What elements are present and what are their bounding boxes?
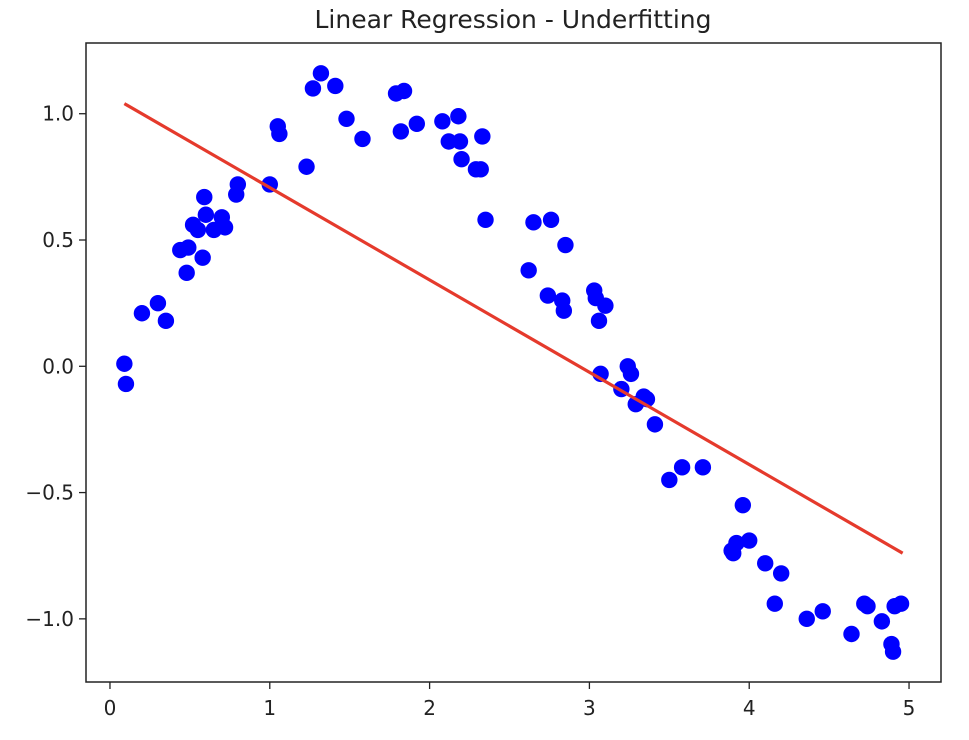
data-point bbox=[392, 123, 410, 140]
chart-title: Linear Regression - Underfitting bbox=[315, 5, 712, 34]
data-point bbox=[542, 211, 560, 228]
data-point bbox=[892, 595, 910, 612]
data-point bbox=[451, 133, 469, 150]
data-point bbox=[395, 82, 413, 100]
data-point bbox=[884, 643, 902, 660]
fit-line-group bbox=[123, 102, 904, 555]
y-tick-label: 0.5 bbox=[42, 228, 74, 252]
data-point bbox=[180, 239, 197, 256]
x-tick-label: 5 bbox=[903, 696, 916, 720]
data-point bbox=[477, 211, 494, 228]
data-point bbox=[661, 471, 678, 489]
data-point bbox=[520, 262, 537, 279]
data-point bbox=[814, 603, 831, 620]
data-point bbox=[859, 598, 876, 615]
data-point bbox=[525, 214, 542, 231]
data-point bbox=[116, 355, 133, 372]
data-point bbox=[327, 77, 344, 95]
data-point bbox=[646, 416, 664, 433]
data-point bbox=[772, 565, 790, 582]
data-point bbox=[728, 534, 745, 552]
data-point bbox=[434, 113, 451, 130]
data-point bbox=[149, 294, 167, 312]
data-point bbox=[229, 176, 247, 193]
x-tick-label: 0 bbox=[104, 696, 117, 720]
x-axis: 0 1 2 3 4 5 bbox=[104, 682, 916, 720]
data-point bbox=[798, 610, 815, 628]
data-point bbox=[472, 161, 489, 178]
data-points bbox=[116, 65, 910, 660]
data-point bbox=[557, 236, 574, 254]
data-point bbox=[271, 125, 288, 143]
data-point bbox=[408, 115, 426, 133]
data-point bbox=[189, 221, 207, 239]
data-point bbox=[354, 130, 371, 148]
data-point bbox=[734, 497, 752, 514]
data-point bbox=[197, 206, 215, 223]
data-point bbox=[178, 264, 195, 282]
data-point bbox=[338, 110, 355, 127]
data-point bbox=[555, 302, 573, 319]
data-point bbox=[453, 150, 470, 168]
data-point bbox=[304, 80, 322, 97]
data-point bbox=[590, 312, 608, 330]
data-point bbox=[757, 555, 774, 572]
y-tick-label: −1.0 bbox=[25, 607, 74, 631]
data-point bbox=[741, 532, 758, 549]
data-point bbox=[873, 613, 891, 630]
data-point bbox=[312, 65, 330, 82]
data-point bbox=[843, 625, 860, 643]
data-point bbox=[694, 459, 712, 476]
x-tick-label: 4 bbox=[743, 696, 756, 720]
y-axis: 1.0 0.5 0.0 −0.5 −1.0 bbox=[25, 102, 86, 631]
data-point bbox=[117, 375, 135, 393]
x-tick-label: 1 bbox=[263, 696, 276, 720]
data-point bbox=[622, 365, 640, 383]
data-point bbox=[539, 287, 557, 304]
regression-line bbox=[123, 102, 904, 555]
data-point bbox=[196, 188, 213, 206]
data-point bbox=[216, 219, 234, 236]
plot-area-frame bbox=[85, 42, 942, 683]
data-point bbox=[450, 108, 467, 125]
y-tick-label: 1.0 bbox=[42, 102, 74, 126]
data-point bbox=[157, 312, 175, 330]
x-tick-label: 2 bbox=[423, 696, 436, 720]
data-point bbox=[298, 158, 315, 175]
data-point bbox=[597, 297, 614, 314]
x-tick-label: 3 bbox=[583, 696, 596, 720]
data-point bbox=[133, 305, 151, 322]
y-tick-label: −0.5 bbox=[25, 481, 74, 505]
data-point bbox=[474, 128, 491, 145]
data-point bbox=[766, 595, 783, 612]
data-point bbox=[673, 459, 691, 476]
y-tick-label: 0.0 bbox=[42, 354, 74, 378]
data-point bbox=[194, 249, 211, 266]
